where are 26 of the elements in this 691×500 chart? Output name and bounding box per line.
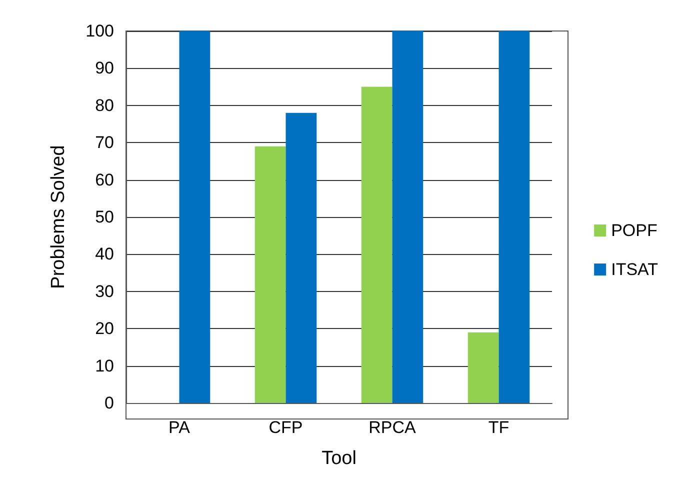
x-tick-label: RPCA (368, 418, 417, 437)
bar (286, 112, 317, 403)
x-tick-label: TF (488, 418, 510, 437)
y-tick-label: 90 (95, 58, 114, 78)
bar (392, 31, 424, 403)
legend-label: ITSAT (611, 260, 658, 279)
bar (254, 146, 286, 403)
y-axis-title: Problems Solved (48, 145, 69, 289)
y-tick-label: 40 (95, 244, 114, 264)
x-tick-label: CFP (268, 418, 303, 437)
y-tick-label: 80 (95, 96, 114, 115)
legend-label: POPF (611, 221, 658, 240)
bar (179, 31, 210, 403)
y-tick-label: 50 (95, 208, 114, 226)
y-tick-label: 100 (86, 22, 114, 40)
x-axis-title: Tool (322, 448, 356, 469)
y-tick-label: 0 (104, 394, 114, 412)
y-tick-label: 60 (95, 170, 114, 190)
bar (498, 31, 530, 403)
y-tick-label: 10 (95, 356, 114, 376)
y-tick-label: 30 (95, 282, 114, 301)
bar (361, 86, 392, 403)
y-tick-label: 20 (95, 319, 114, 338)
x-tick-label: PA (168, 418, 191, 437)
bar (468, 332, 499, 403)
y-tick-label: 70 (95, 133, 114, 152)
